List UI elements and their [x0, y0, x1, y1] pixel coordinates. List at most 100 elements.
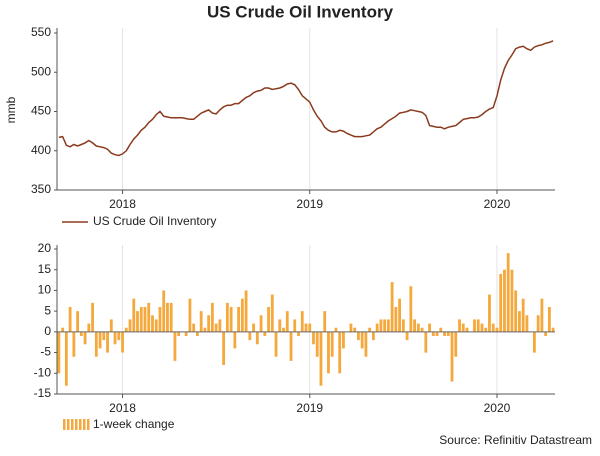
bar — [83, 331, 87, 345]
bar — [76, 311, 79, 332]
bar — [237, 307, 241, 332]
legend-swatch — [63, 419, 66, 430]
legend-swatch — [79, 419, 82, 430]
bar — [91, 302, 94, 332]
bar — [143, 307, 147, 332]
bar — [248, 331, 252, 341]
y-tick-label: 15 — [38, 262, 52, 276]
bar — [368, 327, 372, 332]
bar — [210, 302, 214, 332]
bar — [139, 307, 143, 332]
legend-swatch — [71, 419, 74, 430]
bar — [480, 323, 484, 332]
bar — [413, 319, 416, 332]
bar — [244, 290, 248, 332]
x-tick-label: 2018 — [109, 197, 136, 211]
bar — [173, 331, 177, 361]
bar — [439, 327, 443, 332]
bar — [87, 323, 91, 332]
bar — [106, 331, 109, 353]
bar — [259, 315, 263, 332]
bar — [327, 331, 330, 374]
bar — [323, 311, 327, 332]
bar — [278, 319, 282, 332]
y-tick-label: 5 — [44, 303, 51, 317]
bar — [514, 290, 518, 332]
y-tick-label: -10 — [34, 365, 52, 379]
bar — [308, 323, 312, 332]
bar — [536, 315, 540, 332]
bar — [488, 294, 491, 332]
bar — [443, 331, 446, 336]
bar — [473, 319, 476, 332]
bar — [312, 331, 315, 345]
bar — [263, 331, 267, 336]
bar — [424, 331, 428, 353]
bar — [510, 269, 514, 332]
bar — [315, 331, 319, 357]
y-tick-label: 350 — [31, 182, 51, 196]
legend-label: 1-week change — [93, 417, 175, 431]
bar — [166, 302, 169, 332]
bar — [102, 331, 106, 341]
bar — [476, 319, 480, 332]
bar — [136, 311, 139, 332]
y-tick-label: 550 — [31, 25, 51, 39]
bar — [401, 319, 405, 332]
legend-label: US Crude Oil Inventory — [93, 214, 216, 228]
bar — [199, 311, 203, 332]
bar — [499, 273, 503, 332]
chart-title: US Crude Oil Inventory — [207, 2, 394, 21]
bar — [357, 331, 360, 341]
bar — [274, 331, 278, 357]
bar — [446, 331, 450, 336]
bar — [353, 327, 357, 332]
bar — [57, 331, 61, 374]
source-note: Source: Refinitiv Datastream — [439, 433, 592, 447]
x-tick-label: 2019 — [296, 401, 323, 415]
bar — [225, 302, 229, 332]
bar — [360, 331, 364, 349]
bar — [304, 323, 308, 332]
bar — [297, 331, 300, 336]
bar — [338, 331, 342, 374]
bar — [169, 302, 173, 332]
bar — [518, 311, 521, 332]
x-tick-label: 2019 — [296, 197, 323, 211]
bar — [533, 331, 536, 353]
bar — [465, 327, 469, 332]
bar — [68, 307, 72, 332]
bar — [390, 282, 394, 332]
bar — [435, 331, 439, 336]
bar — [371, 331, 375, 341]
bar — [293, 319, 297, 332]
bar — [484, 327, 488, 332]
bar — [162, 290, 166, 332]
bar — [379, 319, 383, 332]
bar — [267, 307, 270, 332]
y-axis-label: mmb — [4, 96, 18, 123]
bar — [491, 323, 495, 332]
y-tick-label: 10 — [38, 283, 52, 297]
bar — [428, 323, 431, 332]
x-tick-label: 2018 — [109, 401, 136, 415]
bar — [233, 331, 237, 349]
x-tick-label: 2020 — [484, 401, 511, 415]
y-tick-label: 400 — [31, 143, 51, 157]
legend-swatch — [67, 419, 70, 430]
bar — [109, 319, 113, 332]
y-tick-label: 0 — [44, 324, 51, 338]
bar — [461, 323, 465, 332]
bar — [147, 302, 151, 332]
bar — [117, 331, 121, 341]
bar — [540, 298, 544, 332]
bar — [177, 331, 181, 336]
bar — [394, 307, 398, 332]
bar — [349, 323, 353, 332]
bar — [158, 307, 162, 332]
bar — [420, 327, 424, 332]
bar — [79, 331, 83, 336]
bar — [458, 319, 461, 332]
bar — [319, 331, 323, 386]
